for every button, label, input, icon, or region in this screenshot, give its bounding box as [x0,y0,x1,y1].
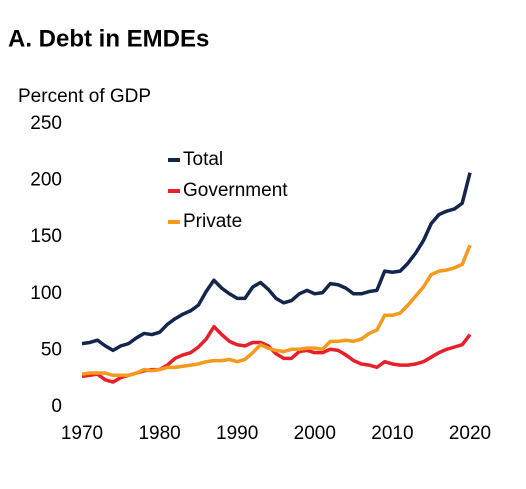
x-tick-label: 1980 [138,423,180,444]
legend-label: Government [183,180,288,201]
y-tick-label: 0 [51,396,62,417]
y-tick-label: 50 [41,339,62,360]
line-series [81,172,472,353]
x-tick-label: 1990 [216,423,258,444]
x-tick-label: 2020 [449,423,491,444]
x-tick-label: 2010 [371,423,413,444]
chart-title: A. Debt in EMDEs [8,25,209,52]
y-tick-label: 250 [30,113,62,134]
y-tick-label: 100 [30,283,62,304]
legend-label: Total [183,149,223,170]
x-tick-label: 1970 [61,423,103,444]
y-tick-label: 150 [30,226,62,247]
y-tick-label: 200 [30,170,62,191]
x-tick-label: 2000 [294,423,336,444]
line-series [81,244,472,378]
y-axis-label: Percent of GDP [18,86,151,107]
legend-label: Private [183,211,242,232]
